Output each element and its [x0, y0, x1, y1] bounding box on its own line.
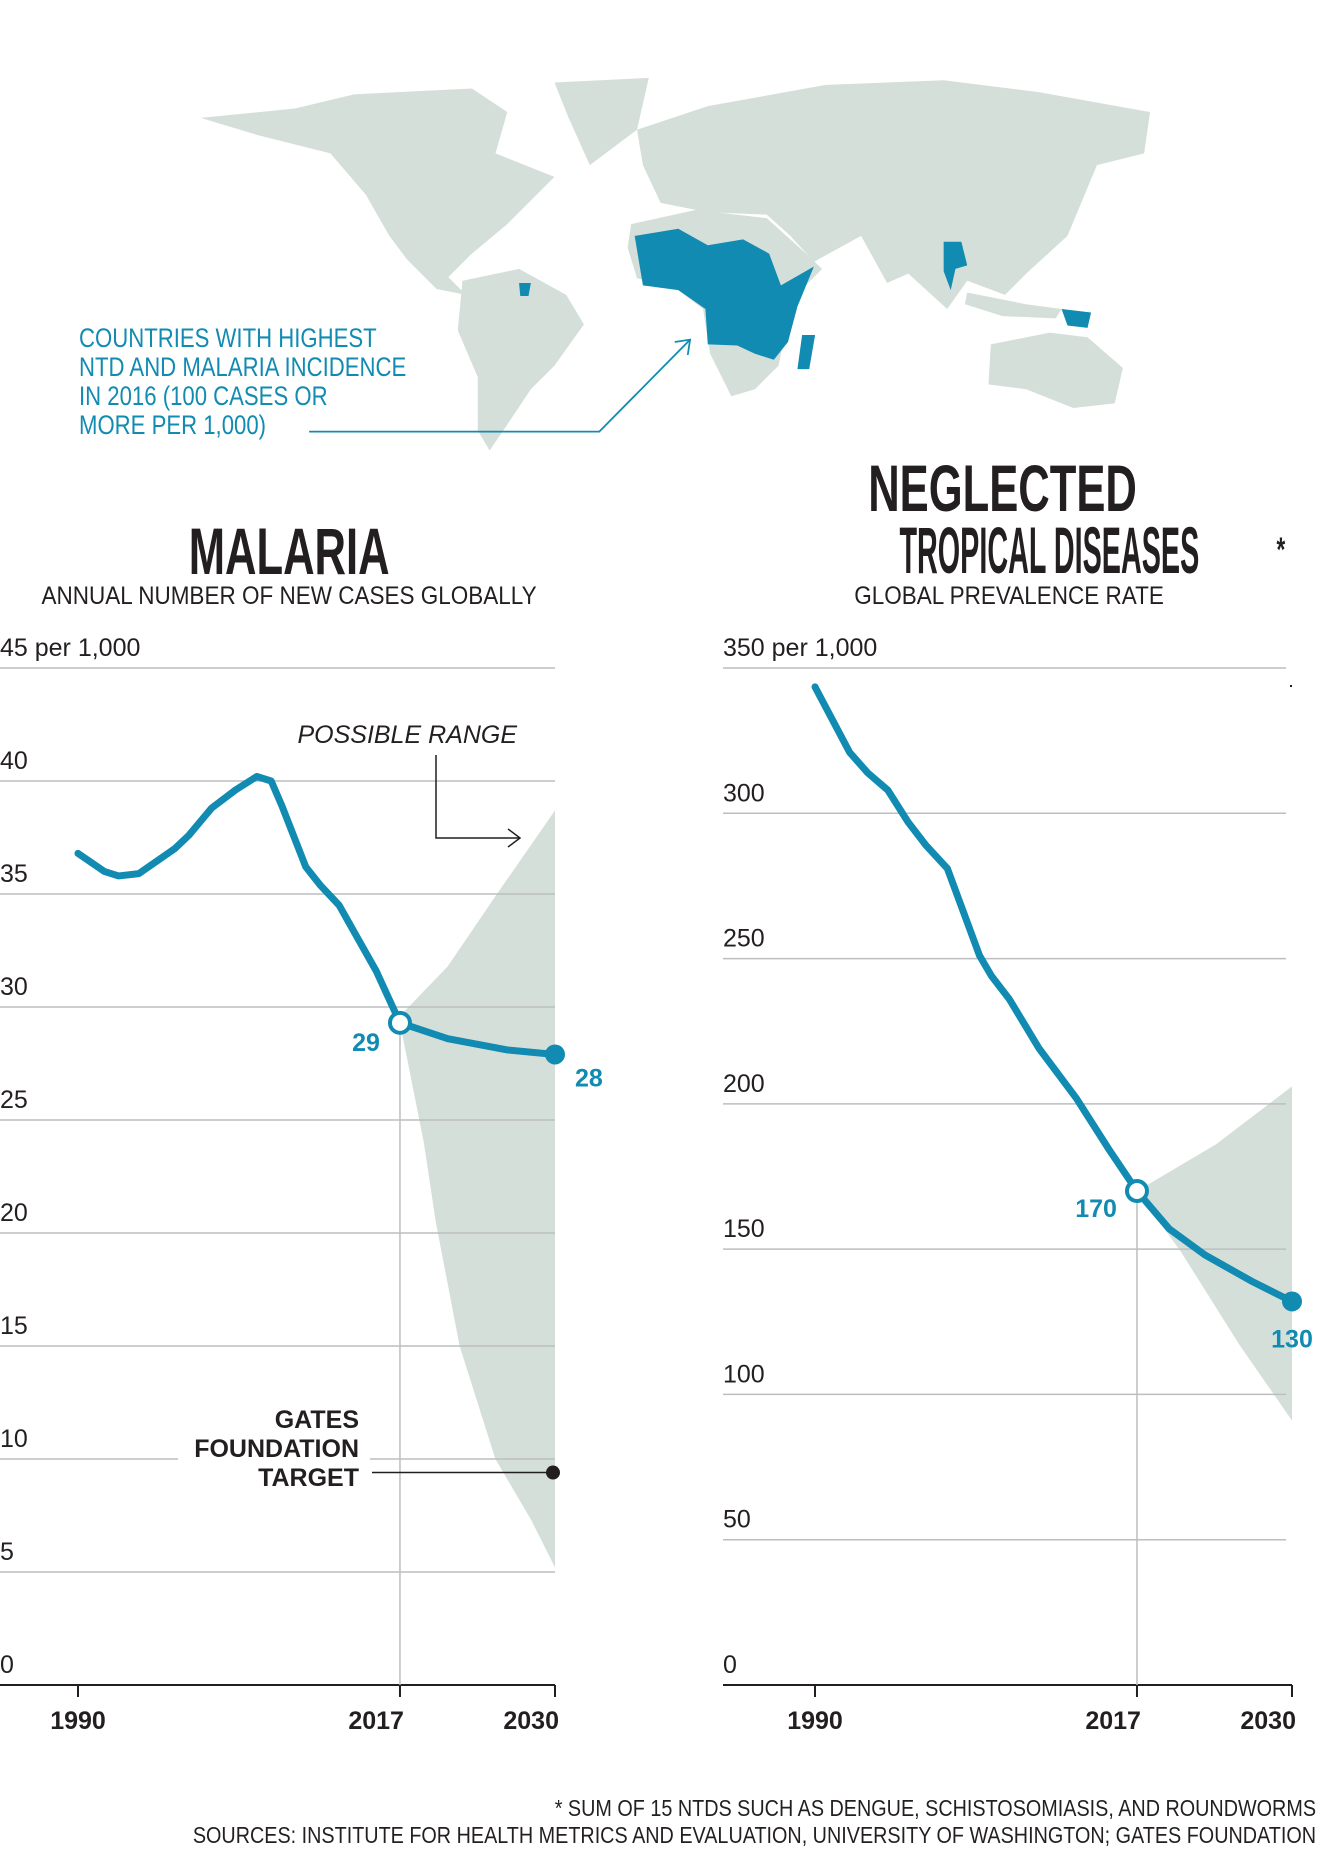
malaria-y-tick-label: 25	[0, 1086, 28, 1114]
target-label: FOUNDATION	[194, 1435, 359, 1463]
japan	[1055, 176, 1076, 225]
malaria-x-tick-label: 2030	[503, 1707, 559, 1735]
indonesia	[964, 292, 1062, 319]
malaria-x-tick-label: 2017	[348, 1707, 404, 1735]
malaria-y-tick-label: 35	[0, 860, 28, 888]
malaria-y-tick-label: 10	[0, 1425, 28, 1453]
possible-range-arrowhead	[507, 828, 522, 848]
ntd-projection-line	[1133, 1187, 1296, 1305]
malaria-historical-line	[74, 772, 404, 1027]
map-note-line: COUNTRIES WITH HIGHEST	[79, 323, 377, 353]
greenland	[554, 77, 649, 166]
malaria-y-tick-label: 30	[0, 973, 28, 1001]
ntd-2030-point	[1282, 1291, 1302, 1312]
ntd-y-tick-label: 50	[723, 1506, 751, 1534]
possible-range-arrow	[435, 755, 520, 839]
stray-dot	[1290, 685, 1292, 687]
map-highlight	[519, 228, 1092, 370]
malaria-y-tick-label: 15	[0, 1312, 28, 1340]
ntd-y-tick-label: 100	[723, 1360, 765, 1388]
ntd-possible-range-area	[1136, 1086, 1292, 1421]
madagascar-highlight	[797, 334, 816, 370]
africa-highlight	[634, 228, 814, 360]
map-callout-arrow	[309, 338, 692, 433]
target-point	[546, 1465, 560, 1480]
target-label: GATES	[275, 1406, 359, 1434]
map-note-line: MORE PER 1,000)	[79, 410, 267, 440]
map-note-line: IN 2016 (100 CASES OR	[79, 381, 328, 411]
papua-highlight	[1061, 308, 1092, 328]
ntd-y-tick-label: 250	[723, 925, 765, 953]
malaria-possible-range-area	[399, 810, 555, 1568]
south-america	[457, 268, 584, 451]
ntd-x-tick-label: 2017	[1085, 1707, 1141, 1735]
malaria-2017-point	[387, 1010, 412, 1035]
malaria-2017-value-label: 29	[352, 1029, 380, 1057]
malaria-2030-value-label: 28	[575, 1064, 603, 1092]
australia	[988, 332, 1123, 409]
guyana-highlight	[519, 283, 531, 297]
ntd-title-line2: TROPICAL DISEASES *	[703, 513, 1303, 587]
ntd-y-tick-label: 150	[723, 1215, 765, 1243]
ntd-x-tick-label: 1990	[787, 1707, 843, 1735]
ntd-y-tick-label: 300	[723, 779, 765, 807]
malaria-y-tick-label: 5	[0, 1538, 14, 1566]
map-note-line: NTD AND MALARIA INCIDENCE	[79, 352, 407, 382]
malaria-subtitle: ANNUAL NUMBER OF NEW CASES GLOBALLY	[41, 582, 537, 610]
ntd-historical-line	[811, 683, 1141, 1195]
malaria-y-tick-label: 20	[0, 1199, 28, 1227]
target-label: TARGET	[258, 1464, 359, 1492]
ntd-2030-value-label: 130	[1271, 1325, 1313, 1353]
ntd-title-line1: NEGLECTED	[868, 451, 1138, 525]
ntd-2017-point	[1124, 1179, 1149, 1204]
footnote: * SUM OF 15 NTDS SUCH AS DENGUE, SCHISTO…	[554, 1795, 1316, 1821]
possible-range-label: POSSIBLE RANGE	[297, 721, 517, 749]
eurasia	[637, 80, 1151, 309]
world-map	[200, 77, 1151, 451]
malaria-2030-point	[545, 1044, 565, 1065]
ntd-y-tick-label: 350 per 1,000	[723, 634, 877, 662]
malaria-y-tick-label: 40	[0, 747, 28, 775]
ntd-y-tick-label: 200	[723, 1070, 765, 1098]
malaria-projection-line	[396, 1019, 559, 1058]
map-legend-note: COUNTRIES WITH HIGHEST NTD AND MALARIA I…	[79, 324, 478, 440]
ntd-title-asterisk: *	[1276, 531, 1286, 569]
north-america	[200, 88, 555, 295]
malaria-title: MALARIA	[188, 514, 390, 588]
ntd-2017-value-label: 170	[1075, 1195, 1117, 1223]
footer: * SUM OF 15 NTDS SUCH AS DENGUE, SCHISTO…	[10, 1795, 1316, 1849]
ntd-x-tick-label: 2030	[1240, 1707, 1296, 1735]
malaria-y-tick-label: 0	[0, 1651, 14, 1679]
ntd-title-text: TROPICAL DISEASES	[899, 513, 1200, 587]
malaria-x-tick-label: 1990	[50, 1707, 106, 1735]
ntd-y-tick-label: 0	[723, 1651, 737, 1679]
southeast-asia-highlight	[943, 241, 968, 291]
sources: SOURCES: INSTITUTE FOR HEALTH METRICS AN…	[192, 1822, 1316, 1848]
malaria-y-tick-label: 45 per 1,000	[0, 634, 140, 662]
ntd-subtitle: GLOBAL PREVALENCE RATE	[854, 582, 1164, 610]
